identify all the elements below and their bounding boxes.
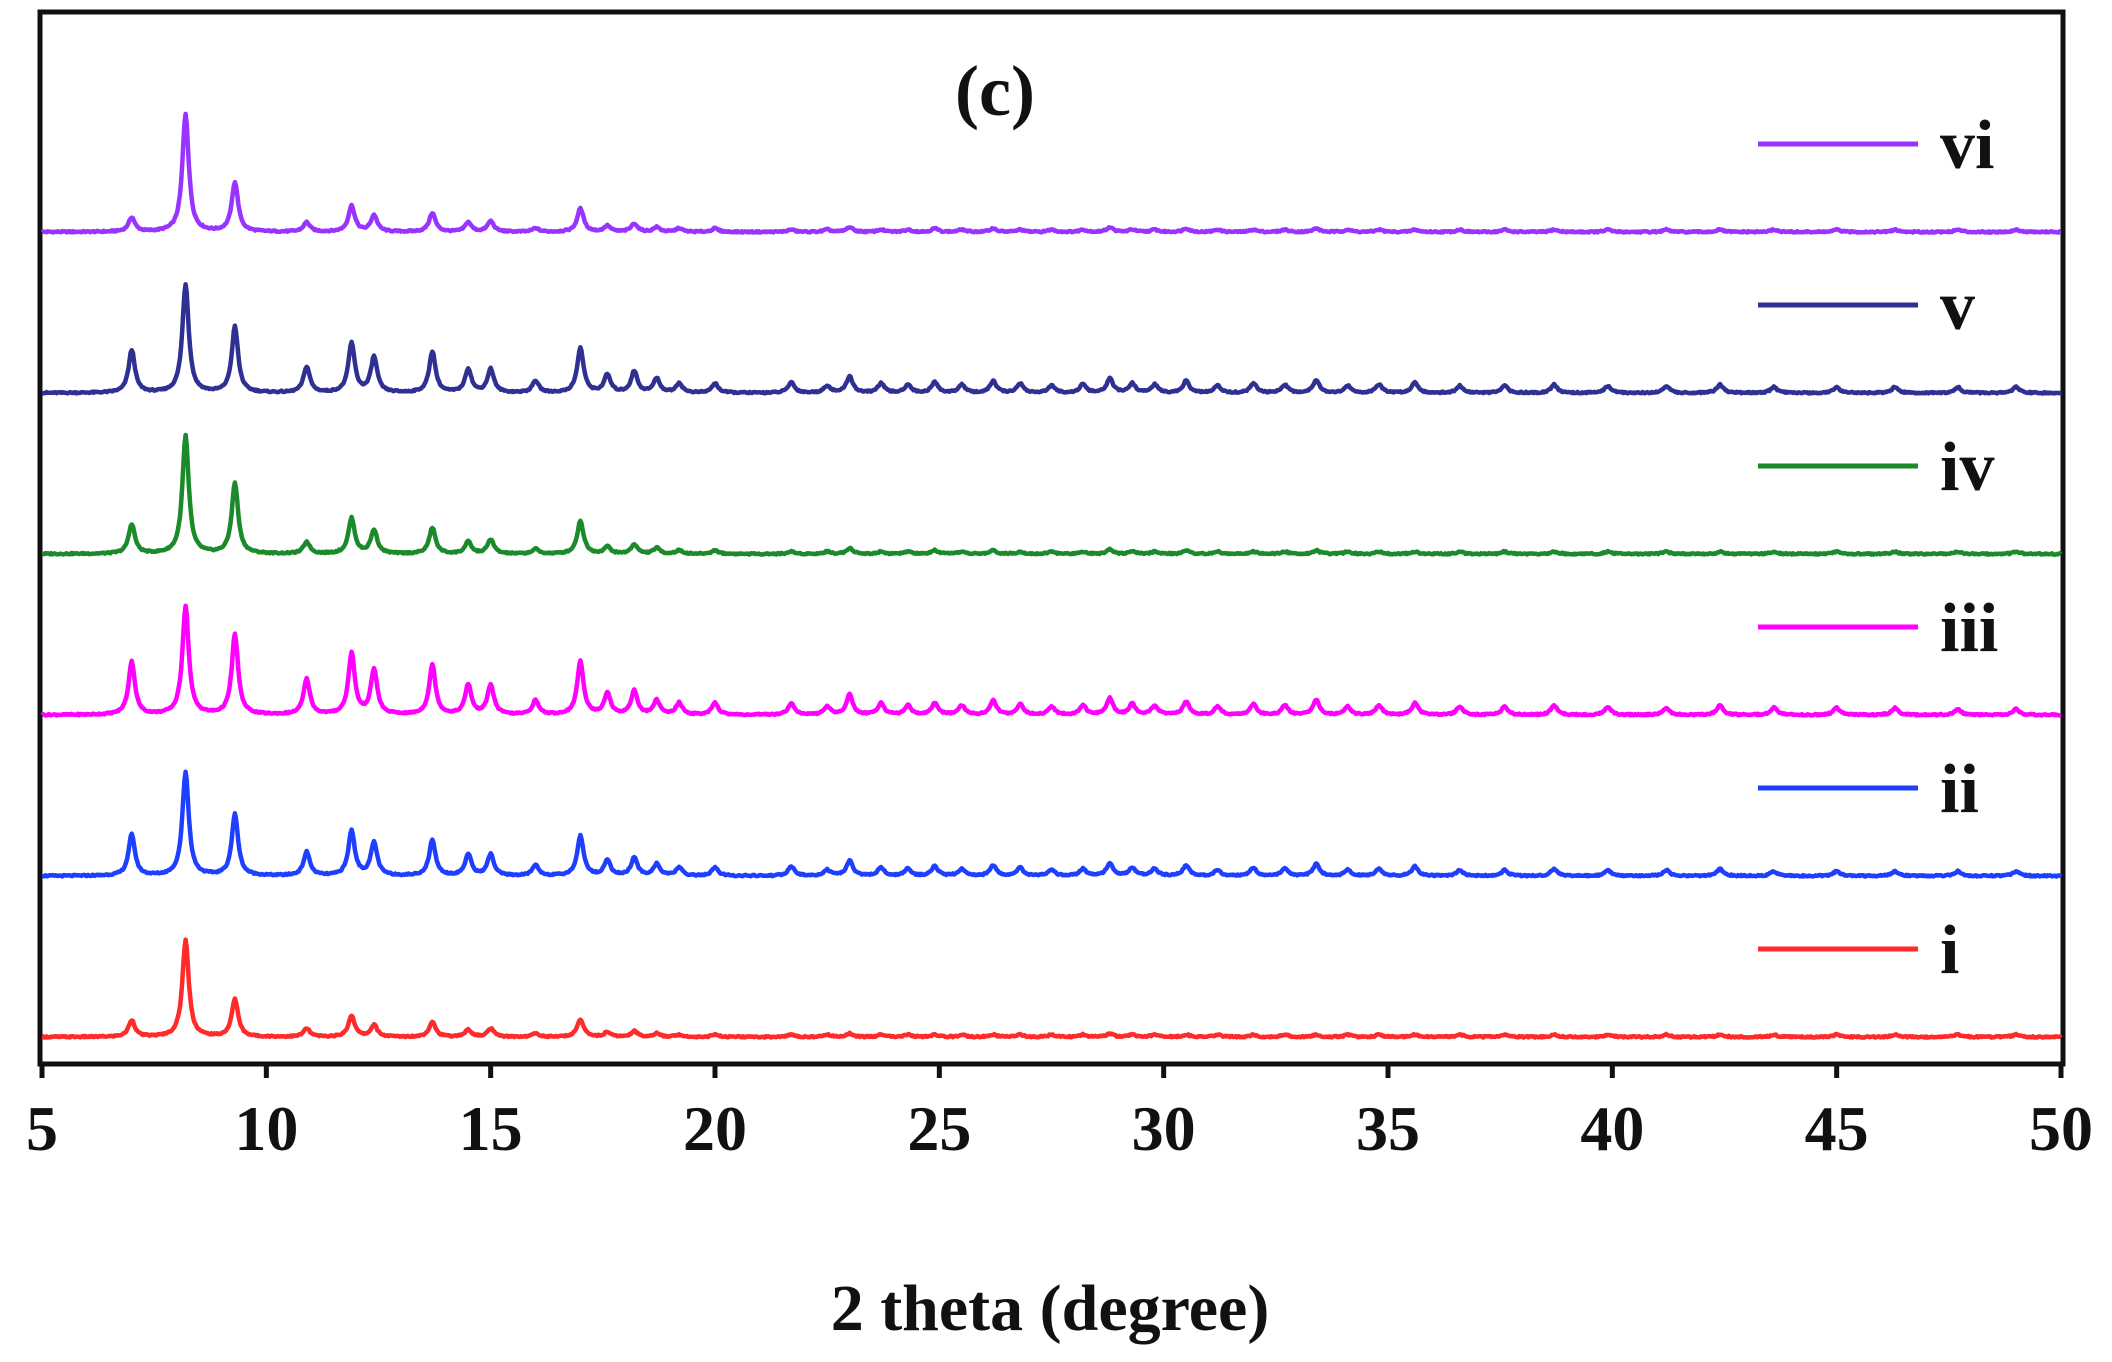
plot-frame — [37, 9, 2066, 1067]
series-line-v — [40, 282, 2063, 396]
series-line-i — [40, 937, 2063, 1040]
x-tick-label-30: 30 — [1132, 1093, 1196, 1164]
legend-label-i: i — [1940, 912, 1959, 989]
x-tick-label-10: 10 — [234, 1093, 298, 1164]
x-tick-label-40: 40 — [1580, 1093, 1644, 1164]
x-tick-label-50: 50 — [2029, 1093, 2093, 1164]
x-axis-title: 2 theta (degree) — [831, 1272, 1270, 1345]
series-line-iii — [40, 603, 2063, 718]
series-line-vi — [40, 111, 2063, 235]
legend-label-iii: iii — [1940, 590, 1998, 667]
legend-label-v: v — [1940, 268, 1975, 345]
panel-label: (c) — [955, 51, 1035, 131]
x-tick-label-45: 45 — [1805, 1093, 1869, 1164]
x-tick-label-20: 20 — [683, 1093, 747, 1164]
series-line-iv — [40, 432, 2063, 557]
x-tick-label-35: 35 — [1356, 1093, 1420, 1164]
legend-label-iv: iv — [1940, 429, 1994, 506]
x-axis-ticks: 5 10 15 20 25 30 35 40 45 50 — [26, 1064, 2093, 1164]
legend-label-ii: ii — [1940, 751, 1979, 828]
x-tick-label-25: 25 — [907, 1093, 971, 1164]
series-line-ii — [40, 769, 2063, 879]
x-tick-label-5: 5 — [26, 1093, 58, 1164]
x-tick-label-15: 15 — [459, 1093, 523, 1164]
legend-label-vi: vi — [1940, 107, 1994, 184]
series-layer — [40, 111, 2063, 1040]
